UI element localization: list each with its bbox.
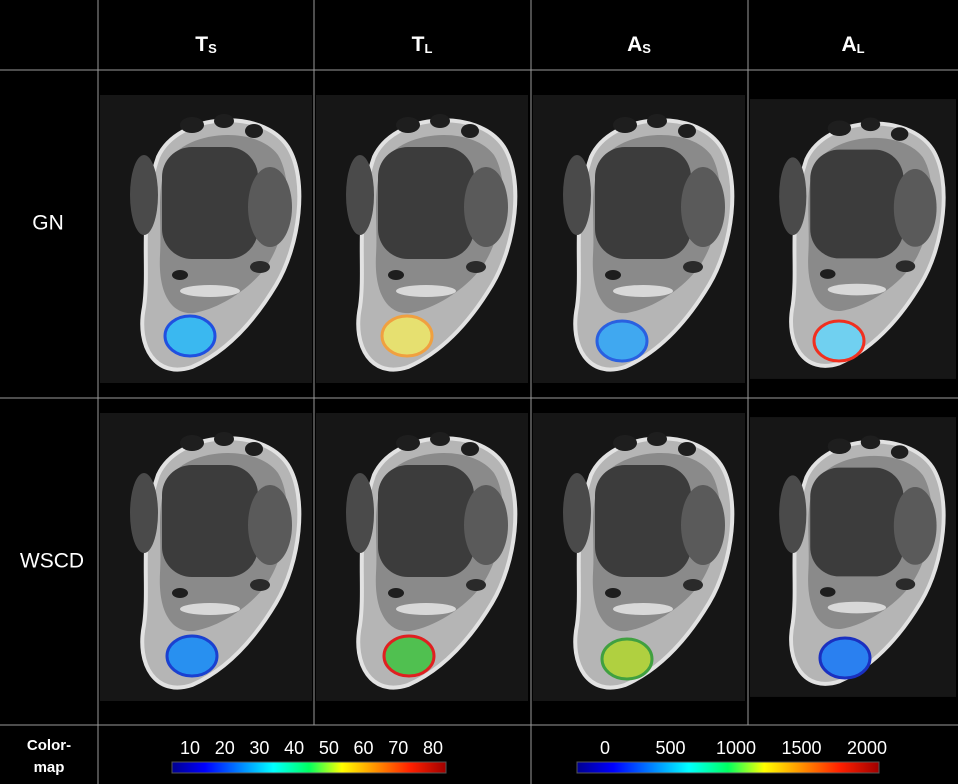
header-subscript: S — [208, 41, 217, 56]
lesion-overlay — [820, 638, 870, 678]
colorbar — [577, 762, 879, 773]
colorbar-tick-label: 20 — [215, 738, 235, 758]
colorbar-tick-label: 30 — [249, 738, 269, 758]
lesion-overlay — [602, 639, 652, 679]
colorbar-tick-label: 0 — [600, 738, 610, 758]
colorbar-tick-label: 2000 — [847, 738, 887, 758]
lesion-overlay — [597, 321, 647, 361]
header-subscript: L — [857, 41, 865, 56]
lesion-overlay — [814, 321, 864, 361]
header-base: T — [195, 33, 208, 56]
colormap-label: Color- — [27, 737, 71, 754]
colorbar-tick-label: 50 — [319, 738, 339, 758]
colorbar-tick-label: 70 — [388, 738, 408, 758]
colorbar-tick-label: 40 — [284, 738, 304, 758]
header-subscript: L — [424, 41, 432, 56]
colorbar-tick-label: 10 — [180, 738, 200, 758]
row-label: WSCD — [20, 550, 84, 573]
header-base: A — [841, 33, 856, 56]
header-base: A — [627, 33, 642, 56]
colorbar-tick-label: 1000 — [716, 738, 756, 758]
lesion-overlay — [165, 316, 215, 356]
colorbar-tick-label: 80 — [423, 738, 443, 758]
header-base: T — [412, 33, 425, 56]
header-subscript: S — [642, 41, 651, 56]
row-label: GN — [32, 212, 64, 235]
colormap-label: map — [34, 759, 65, 776]
colorbar-tick-label: 1500 — [781, 738, 821, 758]
colorbar-tick-label: 500 — [655, 738, 685, 758]
lesion-overlay — [384, 636, 434, 676]
colorbar-tick-label: 60 — [354, 738, 374, 758]
figure: GN WSCD Color- map TSTLASAL1020304050607… — [0, 0, 958, 784]
colorbar — [172, 762, 446, 773]
lesion-overlay — [382, 316, 432, 356]
lesion-overlay — [167, 636, 217, 676]
